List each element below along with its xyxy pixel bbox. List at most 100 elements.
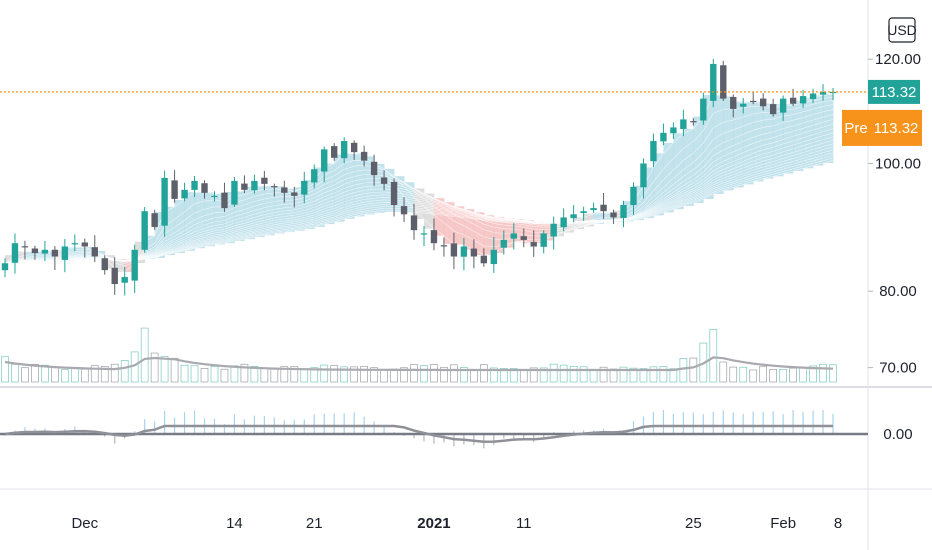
candle [640, 158, 647, 199]
ribbon-segment [104, 255, 116, 269]
volume-bar [829, 364, 837, 383]
candle [91, 235, 98, 263]
volume-bar [489, 367, 498, 383]
ribbon-segment [483, 215, 495, 255]
volume-bar [729, 366, 738, 383]
volume-bar [599, 366, 608, 383]
time-axis[interactable]: Dec 14 21 2021 11 25 Feb 8 [71, 515, 842, 532]
candle [600, 192, 607, 219]
candle [231, 177, 238, 208]
volume-bar [180, 364, 189, 383]
candle [211, 191, 218, 202]
volume-bar [689, 357, 698, 383]
moving-average-ribbon [4, 93, 834, 273]
ribbon-segment [124, 259, 136, 272]
candle [321, 146, 328, 183]
volume-bar [450, 364, 458, 383]
volume-bar [709, 329, 718, 383]
volume-bar [340, 366, 349, 383]
ribbon-segment [164, 206, 175, 256]
volume-bar [519, 369, 528, 383]
volume-bar [320, 364, 329, 383]
ribbon-segment [374, 163, 385, 214]
candle [690, 118, 697, 126]
volume-bar [569, 365, 578, 383]
ribbon-segment [433, 198, 445, 236]
ribbon-segment [773, 104, 784, 177]
candle [151, 209, 158, 230]
ribbon-line [4, 96, 834, 267]
volume-bar [120, 359, 129, 383]
volume-bar [310, 367, 319, 383]
ribbon-segment [274, 186, 285, 234]
candle [81, 238, 88, 258]
candle [620, 200, 627, 228]
volume-bar [100, 366, 109, 383]
volume-bar [11, 363, 19, 383]
candle [221, 182, 228, 212]
ribbon-segment [224, 191, 235, 244]
ribbon-segment [174, 199, 185, 254]
indicator-histogram [4, 409, 834, 449]
volume-bar [210, 366, 219, 383]
ribbon-segment [683, 128, 694, 206]
volume-bar [370, 367, 378, 383]
candle [360, 145, 368, 167]
volume-bar [250, 365, 259, 383]
currency-button[interactable]: USD [887, 17, 917, 43]
candle [201, 180, 208, 199]
time-tick-label: 25 [685, 515, 702, 532]
candle [101, 255, 108, 275]
ribbon-segment [394, 176, 405, 212]
volume-bar [669, 368, 678, 383]
ribbon-segment [244, 187, 255, 240]
time-tick-label: 21 [306, 515, 323, 532]
candle [710, 58, 717, 108]
volume-bar [170, 357, 179, 383]
ribbon-line [4, 99, 834, 264]
ribbon-segment [473, 212, 485, 255]
ribbon-line [4, 160, 834, 264]
volume-bar [230, 365, 239, 383]
candle [610, 209, 617, 224]
ribbon-segment [453, 206, 465, 245]
candle [460, 238, 468, 271]
ribbon-segment [633, 185, 644, 221]
candle [740, 97, 747, 114]
ribbon-segment [823, 94, 834, 163]
candle [799, 89, 807, 108]
ribbon-line [4, 132, 834, 264]
candle [809, 88, 817, 103]
volume-bar [200, 367, 209, 383]
volume-bar [629, 367, 638, 383]
candle [311, 164, 318, 189]
ribbon-segment [234, 191, 245, 241]
ribbon-segment [693, 116, 704, 203]
candle [261, 170, 268, 191]
price-axis[interactable]: 120.00 100.00 80.00 70.00 0.00 [868, 51, 921, 443]
candle [560, 208, 567, 232]
ribbon-segment [783, 103, 794, 174]
time-tick-label: 14 [226, 515, 243, 532]
candle [121, 266, 128, 296]
candle [331, 143, 338, 161]
ribbon-segment [354, 153, 365, 217]
volume-bar [70, 368, 79, 383]
candle [590, 202, 597, 213]
volume-bar [749, 369, 758, 383]
candle [750, 91, 757, 105]
ribbon-segment [463, 209, 475, 250]
volume-bar [400, 367, 408, 383]
volume-bar [579, 366, 588, 383]
volume-bar [509, 368, 518, 383]
ribbon-segment [493, 217, 505, 253]
ribbon-segment [294, 187, 305, 231]
candle [281, 180, 288, 203]
volume-bar [190, 365, 199, 383]
ribbon-segment [14, 251, 26, 263]
candle [161, 170, 168, 237]
candle [1, 258, 9, 278]
ribbon-segment [184, 192, 195, 251]
volume-bar [819, 363, 827, 383]
